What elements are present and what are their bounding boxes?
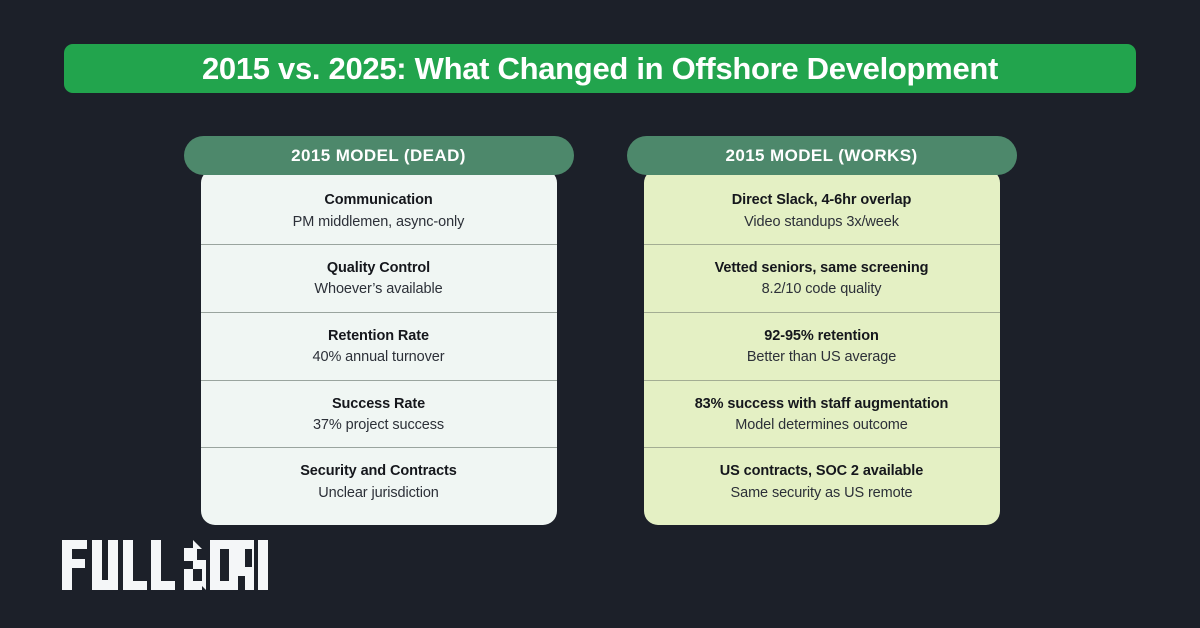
row-title: Success Rate — [331, 395, 426, 412]
row-subtitle: 8.2/10 code quality — [761, 281, 882, 298]
row-title: Quality Control — [326, 259, 431, 276]
table-row: Direct Slack, 4-6hr overlap Video standu… — [644, 177, 1000, 244]
row-subtitle: 40% annual turnover — [312, 349, 445, 366]
title-banner: 2015 vs. 2025: What Changed in Offshore … — [64, 44, 1136, 93]
row-subtitle: Unclear jurisdiction — [318, 485, 439, 501]
page-title: 2015 vs. 2025: What Changed in Offshore … — [201, 51, 999, 86]
table-row: Vetted seniors, same screening 8.2/10 co… — [643, 243, 1000, 312]
table-row: 92-95% retention Better than US average — [643, 311, 1000, 380]
row-title: Direct Slack, 4-6hr overlap — [731, 192, 912, 208]
table-row: Quality Control Whoever’s available — [200, 243, 557, 312]
column-works: 2015 MODEL (WORKS) Direct Slack, 4-6hr o… — [626, 136, 1017, 526]
row-title: Retention Rate — [328, 327, 429, 344]
column-header-label: 2015 MODEL (WORKS) — [725, 146, 918, 165]
row-subtitle: Better than US average — [746, 349, 897, 366]
column-header-works: 2015 MODEL (WORKS) — [626, 136, 1017, 175]
table-row: Security and Contracts Unclear jurisdict… — [200, 447, 557, 515]
row-title: 92-95% retention — [764, 327, 879, 344]
column-header-dead: 2015 MODEL (DEAD) — [183, 136, 574, 175]
row-subtitle: Video standups 3x/week — [744, 213, 899, 230]
row-subtitle: PM middlemen, async-only — [292, 213, 465, 230]
row-subtitle: Whoever’s available — [314, 281, 443, 298]
table-row: Retention Rate 40% annual turnover — [200, 311, 557, 380]
table-row: US contracts, SOC 2 available Same secur… — [643, 447, 1000, 515]
row-subtitle: 37% project success — [312, 417, 445, 434]
column-dead: 2015 MODEL (DEAD) Communication PM middl… — [183, 136, 574, 526]
row-title: Communication — [324, 192, 433, 208]
card-works: Direct Slack, 4-6hr overlap Video standu… — [643, 169, 1000, 526]
row-title: 83% success with staff augmentation — [694, 395, 949, 412]
row-subtitle: Model determines outcome — [735, 417, 908, 434]
comparison-columns: 2015 MODEL (DEAD) Communication PM middl… — [0, 136, 1200, 526]
column-header-label: 2015 MODEL (DEAD) — [291, 146, 466, 165]
row-title: Vetted seniors, same screening — [714, 259, 929, 276]
row-title: US contracts, SOC 2 available — [719, 463, 924, 480]
card-dead: Communication PM middlemen, async-only Q… — [200, 169, 557, 526]
table-row: 83% success with staff augmentation Mode… — [643, 379, 1000, 448]
table-row: Success Rate 37% project success — [200, 379, 557, 448]
table-row: Communication PM middlemen, async-only — [201, 177, 557, 244]
full-scale-logo: FULL SCALE — [62, 538, 268, 592]
row-subtitle: Same security as US remote — [730, 485, 913, 501]
full-scale-logo-icon: FULL SCALE — [62, 540, 268, 590]
row-title: Security and Contracts — [300, 463, 457, 480]
